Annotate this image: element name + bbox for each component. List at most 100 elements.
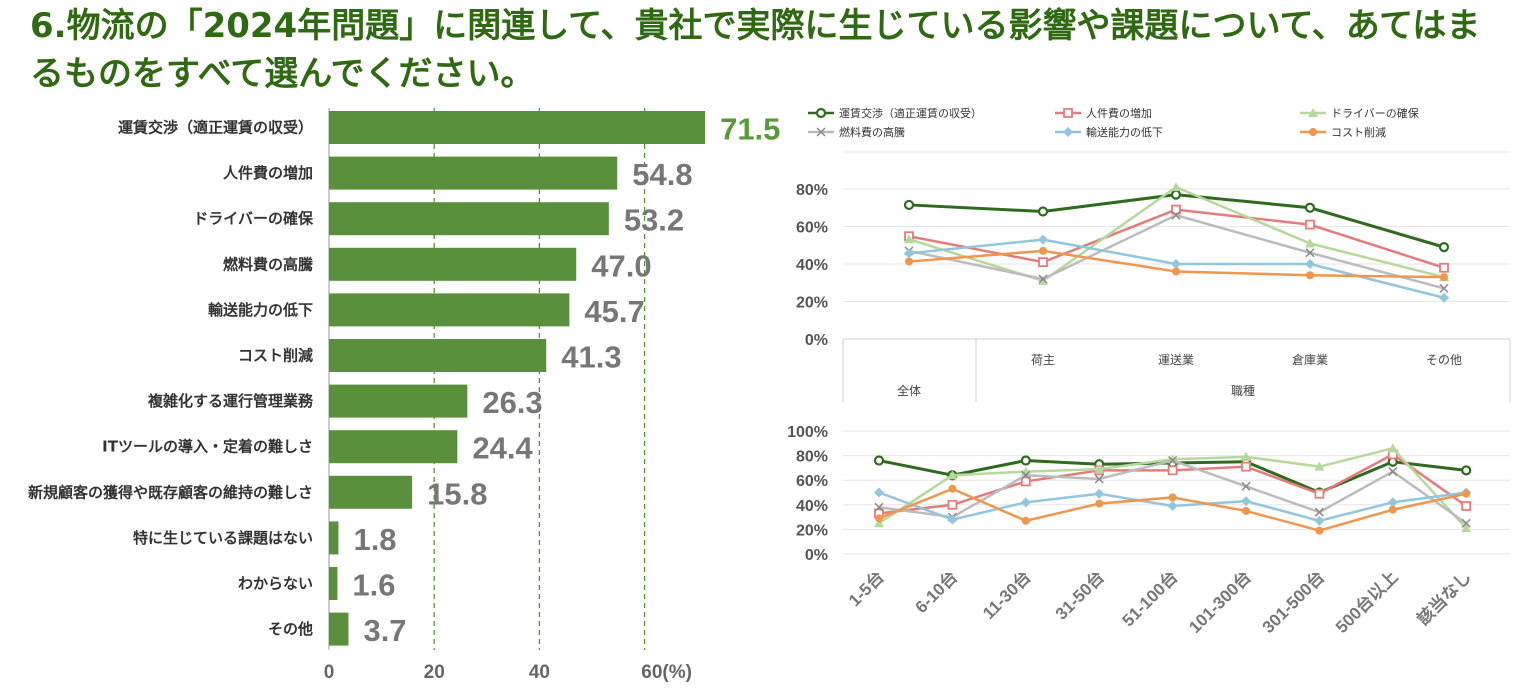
- data-point: [1168, 493, 1177, 502]
- y-tick-label: 40%: [796, 257, 828, 274]
- x-tick-label: 51-100台: [1118, 567, 1182, 631]
- y-tick-label: 60%: [796, 473, 828, 490]
- data-point: [947, 514, 958, 525]
- y-tick-label: 80%: [796, 449, 828, 466]
- legend-item: 運賃交渉（適正運賃の収受）: [839, 106, 982, 120]
- x-tick-label: 倉庫業: [1292, 352, 1328, 367]
- bar: [329, 612, 349, 646]
- page-title: 6.物流の「2024年問題」に関連して、貴社で実際に生じている影響や課題について…: [30, 6, 1481, 94]
- bar: [329, 339, 547, 372]
- data-point: [1315, 526, 1324, 535]
- x-tick-label: 運送業: [1158, 352, 1194, 367]
- y-tick-label: 20%: [796, 295, 828, 312]
- data-label: 26.3: [482, 385, 542, 420]
- data-label: 15.8: [427, 476, 487, 511]
- category-label: 人件費の増加: [223, 164, 313, 182]
- x-tick-label: 荷主: [1031, 353, 1055, 367]
- data-point: [1387, 443, 1398, 453]
- bar: [329, 202, 609, 236]
- data-point: [903, 199, 915, 211]
- data-point: [1038, 275, 1048, 285]
- series-line: [908, 193, 1445, 249]
- data-point: [1461, 518, 1471, 528]
- bar: [329, 111, 706, 144]
- data-label: 47.0: [591, 248, 651, 283]
- x-tick-label: 該当なし: [1413, 567, 1475, 629]
- category-label: その他: [268, 620, 313, 638]
- data-point: [1305, 219, 1315, 230]
- data-point: [1439, 292, 1449, 303]
- x-tick-label: 31-50台: [1051, 567, 1108, 624]
- line-chart-by-vehicle-count: 0%20%40%60%80%100%1-5台 6-10台 11-30台 31-50台 5…: [787, 424, 1510, 637]
- data-point: [1314, 488, 1325, 499]
- x-tick-label: 0: [324, 662, 335, 683]
- data-point: [1305, 238, 1315, 248]
- y-tick-label: 20%: [796, 522, 828, 539]
- x-tick-label: 301-500台: [1258, 567, 1328, 637]
- data-label: 53.2: [624, 203, 684, 238]
- data-point: [1388, 467, 1398, 477]
- data-point: [1388, 505, 1397, 514]
- bar: [329, 430, 458, 464]
- category-label: 運賃交渉（適正運賃の収受）: [118, 119, 313, 137]
- bar: [329, 247, 577, 281]
- data-label: 1.6: [352, 568, 395, 603]
- legend-marker: [1063, 127, 1073, 137]
- data-point: [1306, 271, 1314, 280]
- data-point: [1094, 464, 1105, 474]
- group-label: 職種: [1231, 384, 1255, 398]
- legend-item: 輸送能力の低下: [1086, 125, 1163, 139]
- data-point: [1172, 267, 1180, 276]
- category-label: ITツールの導入・定着の難しさ: [102, 438, 313, 456]
- data-point: [1039, 246, 1047, 255]
- data-point: [1438, 242, 1450, 253]
- legend-marker: [1063, 108, 1073, 118]
- y-tick-label: 0%: [805, 547, 828, 564]
- data-point: [1241, 461, 1251, 472]
- data-point: [1171, 182, 1181, 192]
- x-tick-label: 6-10台: [911, 567, 961, 617]
- category-label: ドライバーの確保: [193, 210, 314, 228]
- data-point: [1171, 210, 1181, 220]
- data-point: [1037, 206, 1049, 217]
- data-label: 54.8: [632, 157, 692, 192]
- data-label: 24.4: [472, 431, 533, 466]
- y-tick-label: 0%: [805, 332, 828, 349]
- x-tick-label: 20: [424, 662, 445, 683]
- x-tick-label: その他: [1426, 353, 1462, 367]
- data-point: [1241, 481, 1251, 491]
- data-point: [1314, 515, 1325, 526]
- data-point: [874, 518, 884, 528]
- data-point: [874, 487, 884, 498]
- data-point: [874, 502, 884, 512]
- legend-marker: [816, 127, 826, 137]
- data-point: [1020, 497, 1031, 508]
- bar: [329, 521, 339, 555]
- data-point: [1242, 506, 1250, 515]
- data-point: [1167, 465, 1178, 476]
- data-point: [1094, 488, 1105, 499]
- y-tick-label: 40%: [796, 498, 828, 515]
- bar-chart: 運賃交渉（適正運賃の収受） 71.5 人件費の増加 54.8 ドライバーの確保 53.2 燃…: [28, 108, 780, 683]
- data-point: [1304, 202, 1316, 213]
- category-label: 輸送能力の低下: [208, 301, 313, 319]
- legend-marker: [1308, 108, 1318, 117]
- category-label: 新規顧客の獲得や既存顧客の維持の難しさ: [28, 483, 313, 501]
- data-point: [1461, 465, 1472, 476]
- x-tick-label: 500台以上: [1331, 567, 1401, 637]
- x-tick-label: 1-5台: [844, 567, 888, 611]
- data-point: [947, 499, 958, 510]
- data-label: 3.7: [363, 613, 406, 648]
- data-point: [948, 484, 957, 493]
- data-point: [1038, 274, 1048, 284]
- bar: [329, 293, 570, 327]
- legend-marker: [1309, 128, 1317, 136]
- category-label: コスト削減: [238, 347, 313, 365]
- bar: [329, 567, 338, 600]
- data-label: 71.5: [720, 112, 780, 147]
- data-label: 1.8: [353, 522, 396, 557]
- data-point: [1314, 507, 1324, 517]
- data-point: [904, 248, 914, 259]
